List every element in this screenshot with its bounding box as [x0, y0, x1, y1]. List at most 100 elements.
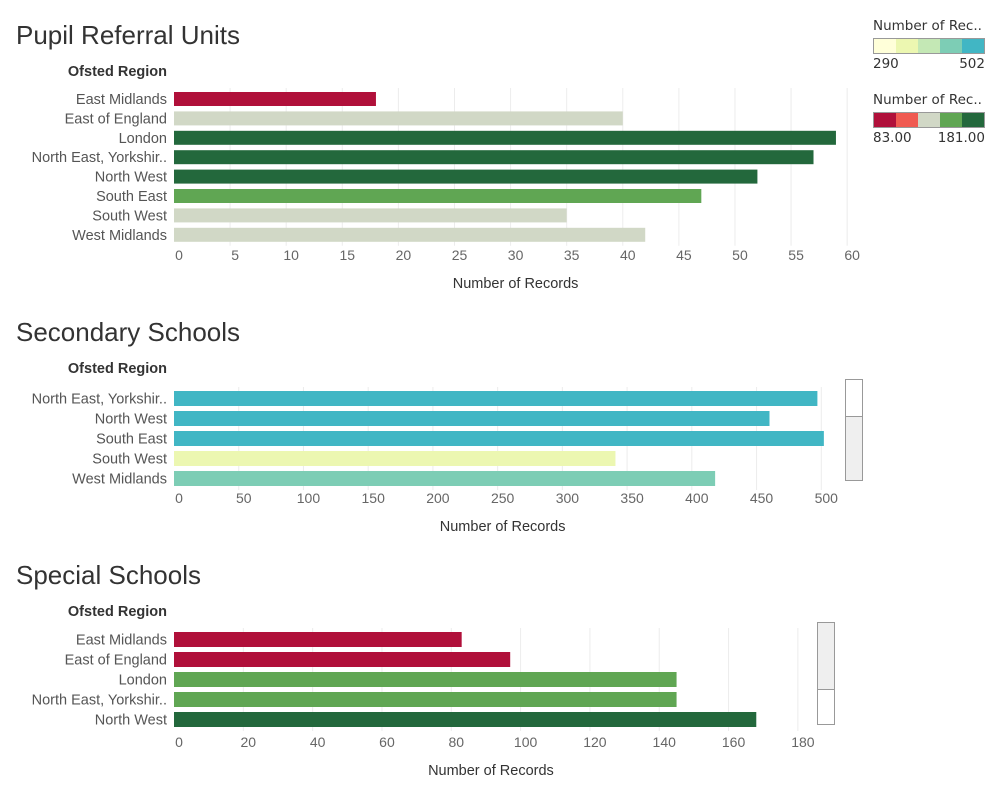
x-tick-label: 400 — [685, 490, 709, 506]
bar[interactable] — [174, 652, 511, 667]
x-tick-label: 60 — [379, 734, 395, 750]
legend-color-ramp — [873, 112, 985, 128]
x-tick-label: 45 — [676, 247, 692, 263]
bar[interactable] — [174, 189, 702, 203]
x-tick-label: 350 — [620, 490, 644, 506]
legend-max-label: 502 — [959, 56, 985, 72]
category-label: London — [119, 673, 167, 689]
category-label: North East, Yorkshir.. — [32, 150, 167, 166]
legend-min-label: 83.00 — [873, 130, 912, 146]
legend-swatch — [918, 39, 940, 53]
category-label: North West — [95, 713, 167, 729]
legend-swatch — [896, 113, 918, 127]
legend-swatch — [940, 113, 962, 127]
x-tick-label: 50 — [236, 490, 252, 506]
bar[interactable] — [174, 431, 824, 446]
category-label: East Midlands — [76, 633, 167, 649]
x-tick-label: 300 — [556, 490, 580, 506]
x-tick-label: 50 — [732, 247, 748, 263]
x-axis-label: Number of Records — [453, 276, 579, 292]
chart-title-special-schools: Special Schools — [16, 560, 201, 590]
category-label: North West — [95, 170, 167, 186]
x-tick-label: 80 — [448, 734, 464, 750]
x-tick-label: 120 — [583, 734, 607, 750]
special-schools-scrollbar[interactable] — [817, 622, 835, 725]
legend-min-label: 290 — [873, 56, 899, 72]
legend-swatch — [962, 39, 984, 53]
row-header: Ofsted Region — [68, 361, 167, 377]
x-tick-label: 35 — [564, 247, 580, 263]
bar[interactable] — [174, 411, 770, 426]
category-label: East of England — [65, 653, 167, 669]
x-tick-label: 200 — [426, 490, 450, 506]
x-tick-label: 40 — [620, 247, 636, 263]
legend-swatch — [874, 113, 896, 127]
bar[interactable] — [174, 92, 376, 106]
secondary-schools-scrollbar-track[interactable] — [846, 416, 862, 480]
legend-color-ramp — [873, 38, 985, 54]
secondary-schools-scrollbar[interactable] — [845, 379, 863, 481]
category-label: South East — [96, 189, 167, 205]
bar[interactable] — [174, 391, 818, 406]
bar[interactable] — [174, 471, 716, 486]
x-tick-label: 5 — [231, 247, 239, 263]
x-tick-label: 20 — [241, 734, 257, 750]
category-label: North East, Yorkshir.. — [32, 392, 167, 408]
bar[interactable] — [174, 227, 646, 242]
legend-swatch — [896, 39, 918, 53]
bar[interactable] — [174, 130, 836, 145]
category-label: North West — [95, 412, 167, 428]
bar[interactable] — [174, 208, 567, 223]
category-label: South West — [92, 452, 167, 468]
bar[interactable] — [174, 150, 814, 165]
bar[interactable] — [174, 632, 462, 647]
x-tick-label: 25 — [452, 247, 468, 263]
bar[interactable] — [174, 169, 758, 184]
category-label: South East — [96, 432, 167, 448]
x-tick-label: 10 — [283, 247, 299, 263]
color-legend-diverging: Number of Rec.. 83.00 181.00 — [873, 92, 988, 146]
secondary-schools-chart: Ofsted Region North East, Yorkshir.. North… — [32, 361, 839, 535]
x-tick-label: 100 — [297, 490, 321, 506]
pupil-referral-units-chart: Ofsted Region East Midlands East of Englan… — [32, 64, 861, 292]
row-header: Ofsted Region — [68, 64, 167, 80]
legend-swatch — [874, 39, 896, 53]
x-tick-label: 150 — [362, 490, 386, 506]
x-tick-label: 15 — [340, 247, 356, 263]
bar[interactable] — [174, 111, 623, 126]
special-schools-scrollbar-track[interactable] — [818, 623, 834, 690]
x-tick-label: 20 — [396, 247, 412, 263]
x-tick-label: 250 — [491, 490, 515, 506]
category-label: North East, Yorkshir.. — [32, 693, 167, 709]
color-legend-secondary: Number of Rec.. 290 502 — [873, 18, 988, 72]
category-label: South West — [92, 208, 167, 224]
legend-swatch — [918, 113, 940, 127]
category-label: West Midlands — [72, 228, 167, 244]
category-label: West Midlands — [72, 472, 167, 488]
x-axis-label: Number of Records — [440, 519, 566, 535]
category-label: London — [119, 131, 167, 147]
bar[interactable] — [174, 712, 757, 727]
bar[interactable] — [174, 692, 677, 707]
x-tick-label: 30 — [508, 247, 524, 263]
legend-max-label: 181.00 — [937, 130, 985, 146]
x-tick-label: 0 — [175, 247, 183, 263]
legend-swatch — [940, 39, 962, 53]
legend-title: Number of Rec.. — [873, 18, 982, 34]
x-axis-label: Number of Records — [428, 763, 554, 779]
x-tick-label: 0 — [175, 490, 183, 506]
legend-swatch — [962, 113, 984, 127]
x-tick-label: 500 — [815, 490, 839, 506]
x-tick-label: 140 — [653, 734, 677, 750]
chart-title-secondary-schools: Secondary Schools — [16, 317, 241, 347]
chart-title-pupil-referral-units: Pupil Referral Units — [16, 20, 240, 50]
x-tick-label: 0 — [175, 734, 183, 750]
x-tick-label: 160 — [722, 734, 746, 750]
x-tick-label: 100 — [514, 734, 538, 750]
x-tick-label: 180 — [791, 734, 815, 750]
bar[interactable] — [174, 672, 677, 687]
bar[interactable] — [174, 451, 616, 466]
legend-title: Number of Rec.. — [873, 92, 982, 108]
row-header: Ofsted Region — [68, 604, 167, 620]
